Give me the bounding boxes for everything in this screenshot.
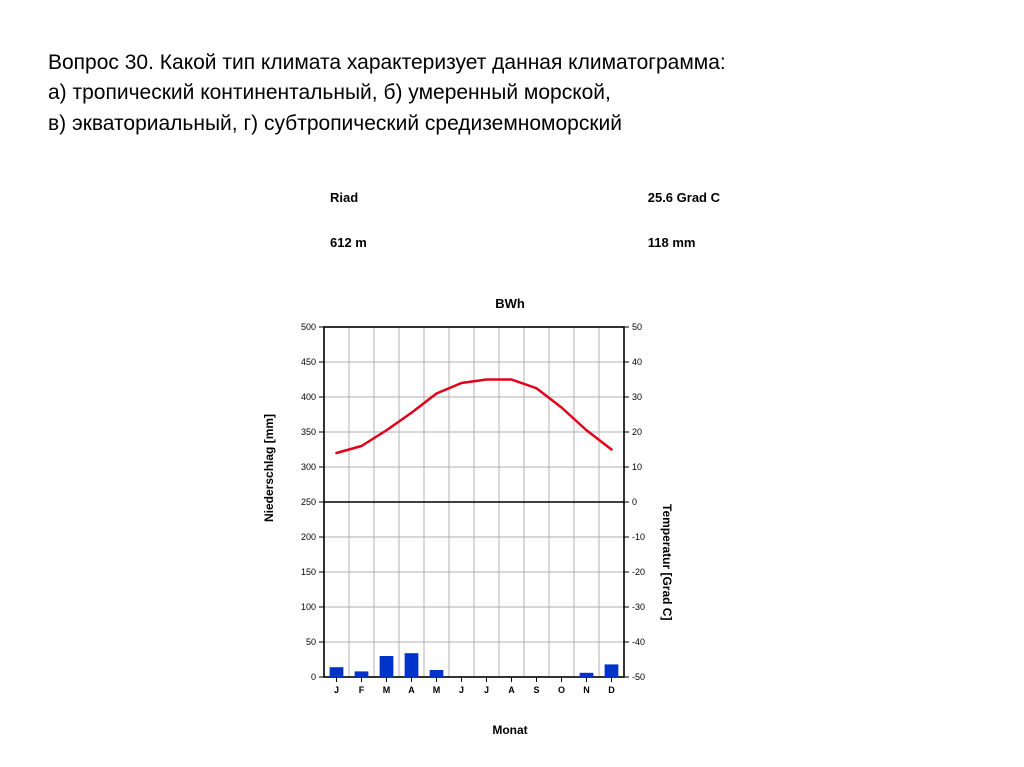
svg-text:50: 50	[632, 322, 642, 332]
svg-text:A: A	[508, 685, 515, 695]
svg-text:10: 10	[632, 462, 642, 472]
y-axis-left-label: Niederschlag [mm]	[262, 504, 276, 522]
plot-area: 050100150200250300350400450500-50-40-30-…	[278, 313, 658, 713]
climograph-chart: Riad 612 m 25.6 Grad C 118 mm BWh Nieder…	[260, 160, 760, 737]
svg-text:M: M	[433, 685, 441, 695]
svg-text:-20: -20	[632, 567, 645, 577]
svg-text:400: 400	[301, 392, 316, 402]
svg-text:450: 450	[301, 357, 316, 367]
svg-text:-40: -40	[632, 637, 645, 647]
svg-text:150: 150	[301, 567, 316, 577]
svg-text:-50: -50	[632, 672, 645, 682]
svg-text:J: J	[459, 685, 464, 695]
svg-text:S: S	[533, 685, 539, 695]
climate-code-title: BWh	[260, 296, 760, 311]
y-axis-right-label: Temperatur [Grad C]	[660, 504, 674, 522]
svg-text:350: 350	[301, 427, 316, 437]
svg-text:0: 0	[311, 672, 316, 682]
svg-text:J: J	[334, 685, 339, 695]
svg-text:D: D	[608, 685, 615, 695]
svg-text:200: 200	[301, 532, 316, 542]
question-line-2: а) тропический континентальный, б) умере…	[48, 78, 948, 108]
svg-text:-10: -10	[632, 532, 645, 542]
mean-temp-label: 25.6 Grad C	[648, 190, 720, 205]
svg-text:-30: -30	[632, 602, 645, 612]
question-line-3: в) экваториальный, г) субтропический сре…	[48, 109, 948, 139]
svg-text:50: 50	[306, 637, 316, 647]
x-axis-label: Monat	[260, 723, 760, 737]
svg-text:250: 250	[301, 497, 316, 507]
question-line-1: Вопрос 30. Какой тип климата характеризу…	[48, 48, 948, 78]
svg-text:N: N	[583, 685, 590, 695]
svg-text:300: 300	[301, 462, 316, 472]
svg-text:500: 500	[301, 322, 316, 332]
svg-text:30: 30	[632, 392, 642, 402]
city-label: Riad	[330, 190, 367, 205]
svg-text:O: O	[558, 685, 565, 695]
svg-text:J: J	[484, 685, 489, 695]
svg-text:A: A	[408, 685, 415, 695]
elevation-label: 612 m	[330, 235, 367, 250]
svg-text:20: 20	[632, 427, 642, 437]
annual-precip-label: 118 mm	[648, 235, 720, 250]
svg-text:M: M	[383, 685, 391, 695]
svg-text:100: 100	[301, 602, 316, 612]
svg-text:40: 40	[632, 357, 642, 367]
svg-text:0: 0	[632, 497, 637, 507]
svg-text:F: F	[359, 685, 365, 695]
